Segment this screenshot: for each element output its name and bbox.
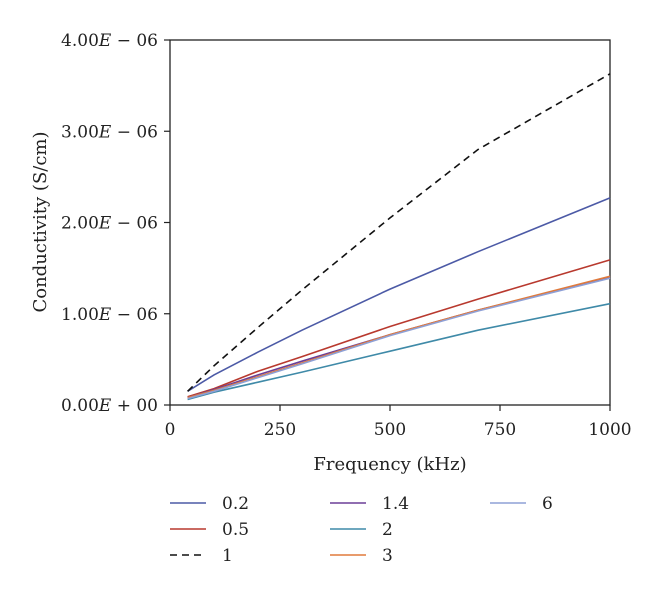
series-line-0-5 [187,259,611,398]
series-line-6 [187,277,611,400]
x-tick-label: 750 [484,420,516,440]
plot-area-frame [169,39,611,406]
legend-label: 6 [542,494,553,514]
x-tick-label: 0 [165,420,176,440]
y-tick-exponent: − 06 [111,31,158,51]
y-tick-e-letter: E [98,214,112,234]
legend-label: 1 [222,546,233,566]
legend-label: 3 [382,546,393,566]
legend-item: 1 [170,546,233,566]
x-tick-label: 250 [264,420,296,440]
y-tick-e-letter: E [98,122,112,142]
legend-item: 3 [330,546,393,566]
series-line-0-2 [187,197,611,392]
x-axis-label: Frequency (kHz) [313,454,466,475]
legend-item: 6 [490,494,553,514]
x-tick-label: 500 [374,420,406,440]
y-tick-exponent: − 06 [111,122,158,142]
legend-item: 0.5 [170,520,249,540]
y-tick-exponent: − 06 [111,214,158,234]
y-axis: 0.00E + 001.00E − 062.00E − 063.00E − 06… [61,31,170,416]
y-tick-e-letter: E [98,396,112,416]
series-line-3 [187,275,611,399]
legend-label: 0.5 [222,520,249,540]
y-tick-label: 1.00E − 06 [61,305,158,325]
series-lines [187,73,611,401]
y-tick-mantissa: 2.00 [61,214,99,234]
y-tick-label: 4.00E − 06 [61,31,158,51]
legend-item: 1.4 [330,494,409,514]
y-tick-exponent: + 00 [111,396,158,416]
y-tick-e-letter: E [98,305,112,325]
x-axis: 0 250 500 750 1000 [165,405,632,440]
series-line-2 [187,302,611,401]
series-line-1 [187,73,611,392]
y-tick-mantissa: 3.00 [61,122,99,142]
y-tick-label: 0.00E + 00 [61,396,158,416]
y-tick-mantissa: 1.00 [61,305,99,325]
x-tick-label: 1000 [588,420,631,440]
y-tick-exponent: − 06 [111,305,158,325]
legend: 0.2 0.5 1 1.4 2 3 6 [170,494,553,566]
y-axis-label: Conductivity (S/cm) [30,131,51,312]
legend-label: 2 [382,520,393,540]
y-tick-label: 2.00E − 06 [61,214,158,234]
y-tick-label: 3.00E − 06 [61,122,158,142]
y-tick-mantissa: 0.00 [61,396,99,416]
y-tick-mantissa: 4.00 [61,31,99,51]
legend-label: 1.4 [382,494,409,514]
legend-label: 0.2 [222,494,249,514]
y-tick-e-letter: E [98,31,112,51]
legend-item: 0.2 [170,494,249,514]
legend-item: 2 [330,520,393,540]
